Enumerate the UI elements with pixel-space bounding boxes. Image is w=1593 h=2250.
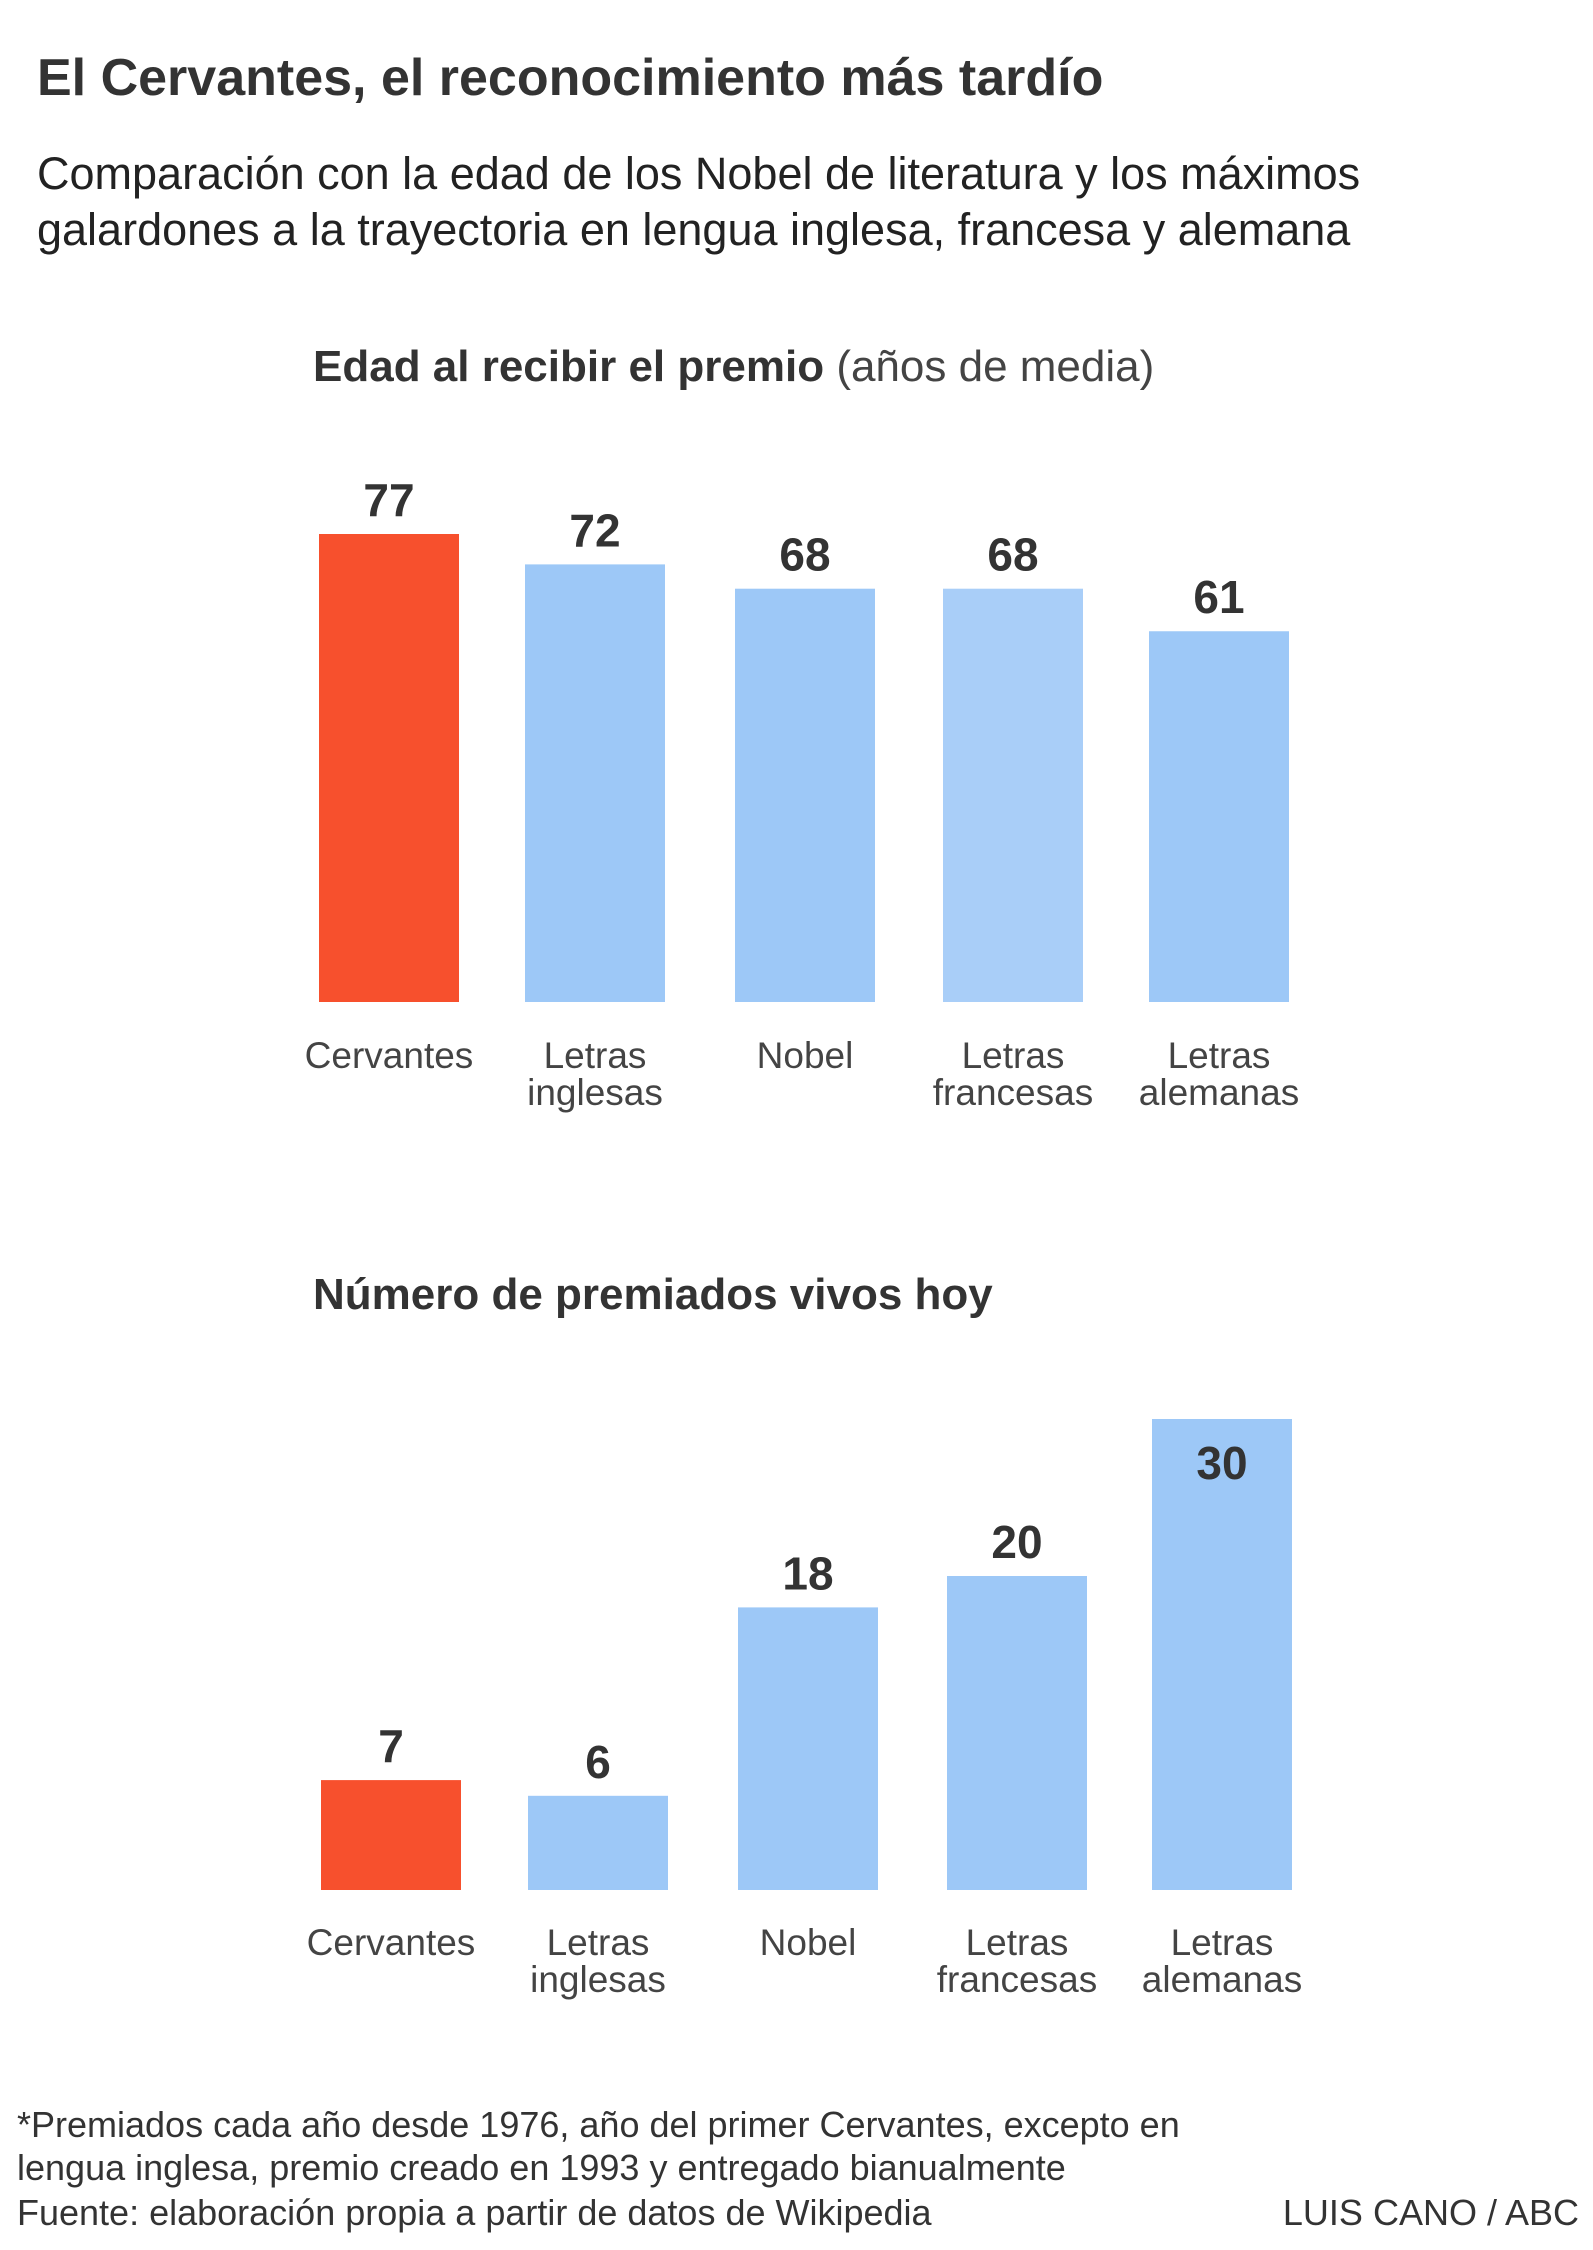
chart1-title: Edad al recibir el premio (años de media… (313, 342, 1154, 392)
category-label: alemanas (1139, 1072, 1299, 1113)
value-label: 18 (782, 1547, 833, 1599)
chart-subtitle: Comparación con la edad de los Nobel de … (37, 148, 1361, 255)
chart2-title-main: Número de premiados vivos hoy (313, 1270, 993, 1319)
chart2-title: Número de premiados vivos hoy (313, 1270, 993, 1320)
bar-1-4 (943, 588, 1083, 1002)
source-note: Fuente: elaboración propia a partir de d… (17, 2192, 932, 2233)
chart-title: El Cervantes, el reconocimiento más tard… (37, 49, 1104, 107)
bar-2-4 (947, 1576, 1087, 1890)
category-label: alemanas (1142, 1959, 1302, 2000)
category-label: Nobel (757, 1035, 854, 1076)
bar-2-3 (738, 1607, 878, 1890)
category-label: Cervantes (307, 1922, 476, 1963)
value-label: 61 (1193, 571, 1244, 623)
credit: LUIS CANO / ABC (1282, 2192, 1579, 2233)
category-label: Cervantes (305, 1035, 474, 1076)
category-label: Letras (1168, 1035, 1271, 1076)
bar-1-3 (735, 588, 875, 1002)
footnote-line-2: lengua inglesa, premio creado en 1993 y … (17, 2147, 1066, 2188)
bar-2-1 (321, 1780, 461, 1890)
category-label: inglesas (527, 1072, 663, 1113)
value-label: 7 (378, 1720, 404, 1772)
value-label: 68 (779, 529, 830, 581)
category-label: Letras (547, 1922, 650, 1963)
bar-2-2 (528, 1795, 668, 1890)
chart1-title-main: Edad al recibir el premio (313, 342, 825, 391)
value-label: 30 (1196, 1437, 1247, 1489)
bar-1-1 (319, 534, 459, 1002)
value-label: 6 (585, 1736, 611, 1788)
bar-1-2 (525, 564, 665, 1002)
value-label: 68 (987, 529, 1038, 581)
category-label: Letras (544, 1035, 647, 1076)
value-label: 77 (363, 474, 414, 526)
category-label: francesas (933, 1072, 1093, 1113)
category-label: Letras (962, 1035, 1065, 1076)
bar-2-5 (1152, 1419, 1292, 1890)
category-label: Letras (966, 1922, 1069, 1963)
value-label: 20 (991, 1516, 1042, 1568)
category-label: inglesas (530, 1959, 666, 2000)
footnote-line-1: *Premiados cada año desde 1976, año del … (17, 2104, 1180, 2145)
bar-1-5 (1149, 631, 1289, 1002)
category-label: Letras (1171, 1922, 1274, 1963)
category-label: Nobel (760, 1922, 857, 1963)
category-label: francesas (937, 1959, 1097, 2000)
value-label: 72 (569, 504, 620, 556)
chart1-title-note: (años de media) (836, 342, 1155, 391)
